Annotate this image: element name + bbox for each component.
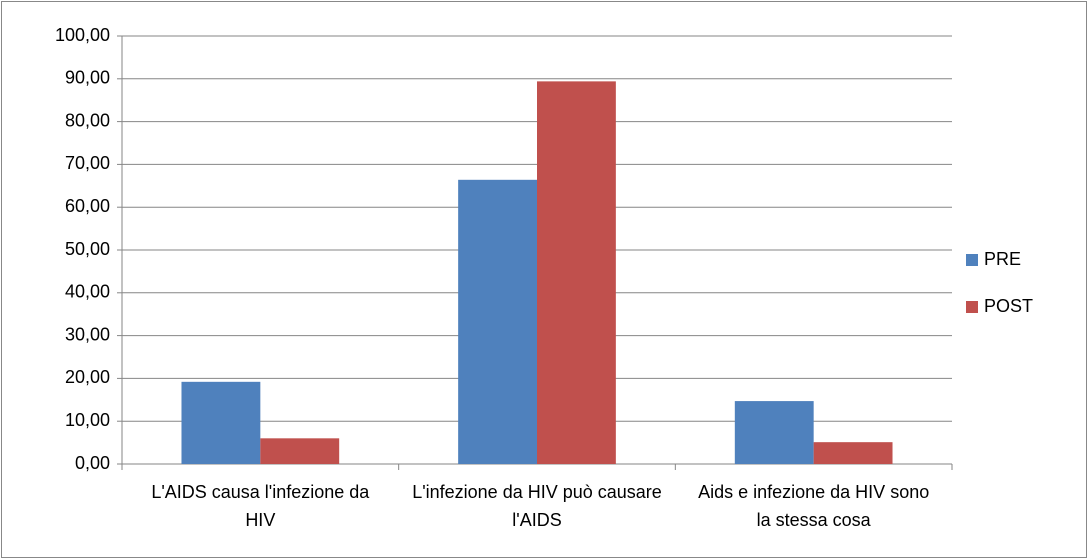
y-tick-label: 40,00 <box>65 282 110 302</box>
bar <box>458 179 537 465</box>
y-tick-label: 20,00 <box>65 367 110 387</box>
legend-label: POST <box>984 296 1033 316</box>
x-tick-label: L'infezione da HIV può causare l'AIDS <box>412 482 662 530</box>
y-tick-label: 100,00 <box>55 25 110 45</box>
bar <box>734 401 814 464</box>
y-tick-label: 10,00 <box>65 410 110 430</box>
legend-swatch <box>966 301 978 313</box>
y-tick-label: 0,00 <box>75 453 110 473</box>
bar <box>181 381 261 464</box>
y-tick-label: 70,00 <box>65 153 110 173</box>
legend-swatch <box>966 254 978 266</box>
bar <box>260 438 340 464</box>
y-tick-label: 90,00 <box>65 68 110 88</box>
bar <box>813 442 893 464</box>
x-tick-label: L'AIDS causa l'infezione da HIV <box>151 482 370 530</box>
y-tick-label: 60,00 <box>65 196 110 216</box>
y-tick-label: 80,00 <box>65 110 110 130</box>
y-tick-label: 30,00 <box>65 324 110 344</box>
y-tick-label: 50,00 <box>65 239 110 259</box>
x-tick-label: Aids e infezione da HIV sono la stessa c… <box>698 482 930 530</box>
legend-label: PRE <box>984 249 1021 269</box>
bar <box>537 81 616 465</box>
